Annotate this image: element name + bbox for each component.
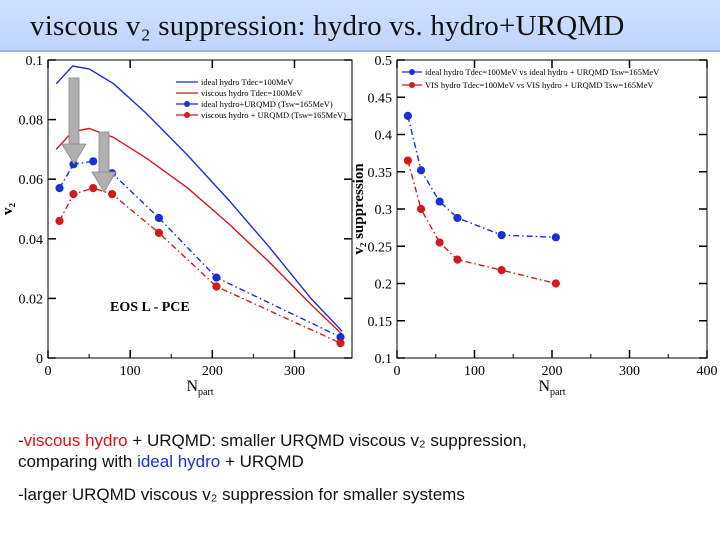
y-tick-label: 0.5 <box>375 54 393 69</box>
x-tick-label: 300 <box>284 364 305 379</box>
y-tick-label: 0.04 <box>19 233 44 248</box>
legend-label: viscous hydro Tdec=100MeV <box>201 88 303 98</box>
note1-blue: ideal hydro <box>137 452 221 471</box>
series-line-0 <box>55 65 343 332</box>
x-axis-label: Npart <box>186 378 213 398</box>
legend-marker <box>184 112 190 118</box>
x-tick-label: 0 <box>394 364 401 379</box>
eos-annotation: EOS L - PCE <box>110 300 190 315</box>
y-tick-label: 0.3 <box>375 203 393 218</box>
note1-end: + URQMD <box>220 452 304 471</box>
note1-prefix: - <box>18 431 24 450</box>
legend-label: ideal hydro Tdec=100MeV <box>201 77 294 87</box>
x-tick-label: 300 <box>619 364 640 379</box>
data-point-series-3 <box>212 282 221 291</box>
notes: -viscous hydro + URQMD: smaller URQMD vi… <box>18 430 708 505</box>
v2-vs-npart-chart: 0 100 200 300 0.1 0.08 0.06 0.04 0.02 0 Npart v₂ ide… <box>0 54 353 398</box>
data-point-series-3 <box>107 190 117 199</box>
data-point-series-3 <box>89 184 98 193</box>
note1-mid: + URQMD: smaller URQMD viscous v₂ suppre… <box>127 431 527 450</box>
note-line-2: -larger URQMD viscous v₂ suppression for… <box>18 485 465 504</box>
x-tick-label: 0 <box>45 364 52 379</box>
arrow-down-icon-head <box>91 171 117 193</box>
y-tick-label: 0.4 <box>375 129 393 144</box>
x-tick-label: 200 <box>542 364 563 379</box>
data-point-series-2 <box>55 184 64 193</box>
y-tick-label: 0.02 <box>19 292 44 307</box>
series-line-0 <box>407 115 556 238</box>
data-point-series-0 <box>403 111 412 120</box>
legend-label: ideal hydro Tdec=100MeV vs ideal hydro +… <box>425 67 660 77</box>
arrow-down-icon-head <box>61 143 87 165</box>
data-point-series-1 <box>416 204 426 214</box>
v2-suppression-chart: 0 100 200 300 400 0.5 0.45 0.4 0.35 0.3 0.25 0.2 0.1… <box>351 54 718 398</box>
data-point-series-3 <box>69 190 78 199</box>
legend-marker <box>184 101 190 107</box>
note1-cont: comparing with <box>18 452 138 471</box>
y-axis-label: v₂ <box>0 203 16 216</box>
data-point-series-2 <box>212 273 221 282</box>
legend-label: viscous hydro + URQMD (Tsw=165MeV) <box>201 110 346 120</box>
note1-red: viscous hydro <box>23 431 128 450</box>
legend-label: VIS hydro Tdec=100MeV vs VIS hydro + URQ… <box>425 80 654 90</box>
data-point-series-0 <box>497 230 506 240</box>
data-point-series-1 <box>435 238 444 247</box>
series-line-3 <box>58 187 341 344</box>
legend-marker <box>409 69 415 75</box>
arrow-down-icon-shaft <box>98 131 110 175</box>
x-tick-label: 200 <box>202 364 223 379</box>
note-line-1: -viscous hydro + URQMD: smaller URQMD vi… <box>18 430 708 472</box>
data-point-series-3 <box>154 228 164 237</box>
data-point-series-0 <box>551 233 560 242</box>
y-tick-label: 0.06 <box>19 173 44 188</box>
data-point-series-0 <box>416 166 426 175</box>
title-bar: viscous v₂ suppression: hydro vs. hydro+… <box>0 0 720 52</box>
y-tick-label: 0 <box>36 352 43 367</box>
y-tick-label: 0.1 <box>375 352 393 367</box>
y-tick-label: 0.45 <box>368 91 393 106</box>
series-line-1 <box>55 127 343 335</box>
data-point-series-1 <box>453 255 462 264</box>
arrow-down-icon-shaft <box>68 77 80 147</box>
y-tick-label: 0.1 <box>26 54 44 69</box>
y-tick-label: 0.2 <box>375 278 393 293</box>
slide-title: viscous v₂ suppression: hydro vs. hydro+… <box>30 10 625 42</box>
x-tick-label: 100 <box>464 364 485 379</box>
data-point-series-1 <box>551 279 560 288</box>
series-line-1 <box>407 160 557 285</box>
x-tick-label: 400 <box>697 364 718 379</box>
legend-label: ideal hydro+URQMD (Tsw=165MeV) <box>201 99 333 109</box>
legend-marker <box>409 82 415 88</box>
x-tick-label: 100 <box>120 364 141 379</box>
plot-frame <box>396 59 708 359</box>
data-point-series-2 <box>89 157 98 166</box>
data-point-series-3 <box>55 216 64 226</box>
plot-frame <box>47 59 353 359</box>
y-tick-label: 0.15 <box>368 315 393 330</box>
data-point-series-2 <box>154 213 164 223</box>
data-point-series-3 <box>336 339 345 348</box>
x-axis-label: Npart <box>538 378 565 398</box>
data-point-series-0 <box>453 213 462 223</box>
y-tick-label: 0.08 <box>19 114 44 129</box>
y-axis-label: v₂ suppression <box>351 163 367 255</box>
data-point-series-1 <box>403 156 412 165</box>
data-point-series-0 <box>435 197 444 206</box>
y-tick-label: 0.25 <box>368 240 393 255</box>
data-point-series-1 <box>497 265 506 275</box>
y-tick-label: 0.35 <box>368 166 393 181</box>
